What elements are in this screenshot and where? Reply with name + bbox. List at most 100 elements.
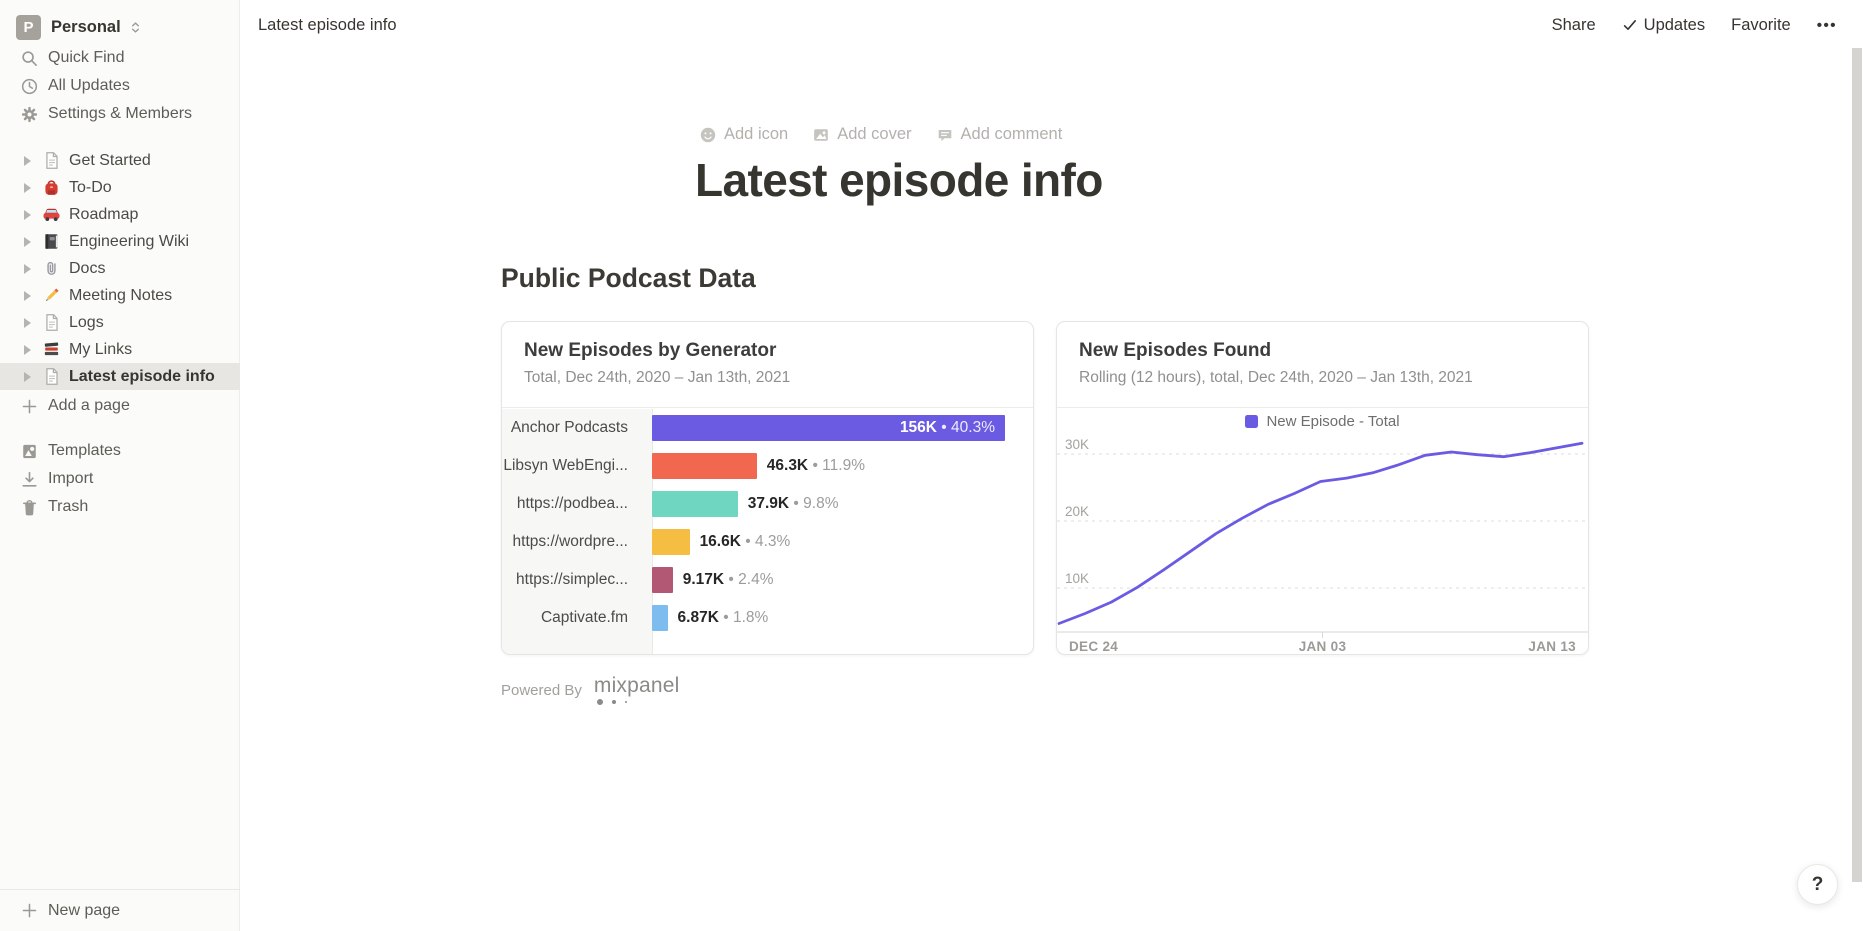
sidebar-item-all-updates[interactable]: All Updates [0, 72, 240, 100]
import-icon [20, 470, 39, 489]
bar-row[interactable]: Libsyn WebEngi... 46.3K • 11.9% [502, 447, 1033, 485]
powered-by: Powered By mixpanel [501, 675, 680, 705]
expand-toggle-icon[interactable] [24, 317, 31, 328]
charts-row: New Episodes by Generator Total, Dec 24t… [501, 321, 1589, 655]
bar[interactable] [652, 453, 757, 479]
notebook-icon [42, 232, 61, 251]
bar-chart-subtitle: Total, Dec 24th, 2020 – Jan 13th, 2021 [524, 369, 791, 386]
expand-toggle-icon[interactable] [24, 344, 31, 355]
bar[interactable] [652, 529, 690, 555]
sidebar-item-import[interactable]: Import [0, 465, 240, 493]
books-icon [42, 340, 61, 359]
page-title[interactable]: Latest episode info [695, 154, 1103, 206]
sidebar-item-latest-episode-info[interactable]: Latest episode info [0, 363, 240, 390]
add-comment-button[interactable]: Add comment [936, 125, 1063, 144]
bar-category-label: https://simplec... [516, 571, 628, 588]
sidebar-item-meeting-notes[interactable]: Meeting Notes [0, 282, 240, 309]
expand-toggle-icon[interactable] [24, 209, 31, 220]
add-comment-label: Add comment [960, 125, 1063, 143]
sidebar-item-to-do[interactable]: To-Do [0, 174, 240, 201]
bar-chart-card[interactable]: New Episodes by Generator Total, Dec 24t… [501, 321, 1034, 655]
sidebar-page-label: My Links [69, 340, 133, 358]
sidebar-item-settings-members[interactable]: Settings & Members [0, 100, 240, 128]
sidebar-item-engineering-wiki[interactable]: Engineering Wiki [0, 228, 240, 255]
bar-row[interactable]: Anchor Podcasts 156K • 40.3% [502, 409, 1033, 447]
sidebar-item-my-links[interactable]: My Links [0, 336, 240, 363]
bar-row[interactable]: https://podbea... 37.9K • 9.8% [502, 485, 1033, 523]
sidebar: P Personal Quick Find All Updates Settings… [0, 0, 240, 931]
help-button[interactable]: ? [1797, 864, 1838, 905]
bar-category-label: Captivate.fm [540, 609, 628, 626]
updates-button[interactable]: Updates [1622, 16, 1705, 35]
powered-by-label: Powered By [501, 681, 582, 699]
add-a-page-button[interactable]: Add a page [0, 392, 130, 420]
workspace-switcher[interactable]: P Personal [0, 8, 240, 46]
expand-toggle-icon[interactable] [24, 263, 31, 274]
topbar-actions: Share Updates Favorite ••• [1552, 16, 1837, 35]
sidebar-page-label: Docs [69, 259, 106, 277]
favorite-button[interactable]: Favorite [1731, 16, 1791, 35]
sidebar-item-templates[interactable]: Templates [0, 437, 240, 465]
new-page-label: New page [48, 901, 121, 919]
add-icon-label: Add icon [724, 125, 789, 143]
sidebar-item-trash[interactable]: Trash [0, 493, 240, 521]
share-button[interactable]: Share [1552, 16, 1596, 35]
document-icon [42, 151, 61, 170]
section-heading[interactable]: Public Podcast Data [501, 263, 756, 293]
sidebar-page-label: Logs [69, 313, 104, 331]
bar-chart-plot: Anchor Podcasts 156K • 40.3% Libsyn WebEng… [502, 409, 1033, 654]
line-chart-card[interactable]: New Episodes Found Rolling (12 hours), t… [1056, 321, 1589, 655]
bar-row[interactable]: https://wordpre... 16.6K • 4.3% [502, 523, 1033, 561]
breadcrumb[interactable]: Latest episode info [258, 15, 397, 34]
more-options-button[interactable]: ••• [1816, 16, 1837, 34]
legend-label: New Episode - Total [1266, 412, 1400, 430]
mixpanel-logo[interactable]: mixpanel [594, 675, 680, 705]
line-chart-legend: New Episode - Total [1057, 409, 1588, 433]
new-page-button[interactable]: New page [0, 897, 240, 925]
page-content: Add icon Add cover Add comment Latest ep… [240, 50, 1851, 931]
expand-toggle-icon[interactable] [24, 182, 31, 193]
scrollbar-thumb[interactable] [1852, 48, 1862, 882]
sidebar-page-label: Get Started [69, 151, 151, 169]
add-a-page-label: Add a page [48, 397, 130, 414]
bar-value-label: 9.17K • 2.4% [682, 571, 774, 588]
sidebar-item-quick-find[interactable]: Quick Find [0, 44, 240, 72]
bar[interactable] [652, 567, 673, 593]
bar-row[interactable]: Captivate.fm 6.87K • 1.8% [502, 599, 1033, 637]
sidebar-item-logs[interactable]: Logs [0, 309, 240, 336]
bar-value-label: 46.3K • 11.9% [766, 457, 865, 474]
bar[interactable] [652, 605, 668, 631]
bar[interactable] [652, 491, 738, 517]
plus-icon [20, 901, 39, 920]
sidebar-item-docs[interactable]: Docs [0, 255, 240, 282]
bar[interactable]: 156K • 40.3% [652, 415, 1005, 441]
expand-toggle-icon[interactable] [24, 371, 31, 382]
sidebar-tools: Templates Import Trash [0, 437, 240, 521]
chevron-updown-icon [128, 20, 143, 35]
bar-chart-header: New Episodes by Generator Total, Dec 24t… [502, 322, 1033, 408]
expand-toggle-icon[interactable] [24, 155, 31, 166]
svg-text:DEC 24: DEC 24 [1069, 639, 1118, 654]
bar-chart-title: New Episodes by Generator [524, 340, 777, 361]
backpack-icon [42, 178, 61, 197]
legend-swatch [1245, 414, 1259, 428]
add-cover-button[interactable]: Add cover [812, 125, 912, 144]
topbar: Latest episode info Share Updates Favori… [240, 0, 1863, 50]
bar-category-label: Libsyn WebEngi... [503, 457, 628, 474]
sidebar-item-roadmap[interactable]: Roadmap [0, 201, 240, 228]
car-icon [42, 205, 61, 224]
add-icon-button[interactable]: Add icon [699, 125, 788, 144]
svg-text:20K: 20K [1065, 504, 1089, 519]
expand-toggle-icon[interactable] [24, 290, 31, 301]
mixpanel-wordmark: mixpanel [593, 674, 680, 697]
templates-icon [20, 442, 39, 461]
bar-category-label: Anchor Podcasts [510, 419, 628, 436]
sidebar-item-label: Templates [48, 442, 121, 459]
sidebar-item-get-started[interactable]: Get Started [0, 147, 240, 174]
bar-value-label: 37.9K • 9.8% [747, 495, 839, 512]
expand-toggle-icon[interactable] [24, 236, 31, 247]
bar-value-label: 16.6K • 4.3% [699, 533, 791, 550]
bar-row[interactable]: https://simplec... 9.17K • 2.4% [502, 561, 1033, 599]
bar-track: 156K • 40.3% [652, 415, 1033, 441]
